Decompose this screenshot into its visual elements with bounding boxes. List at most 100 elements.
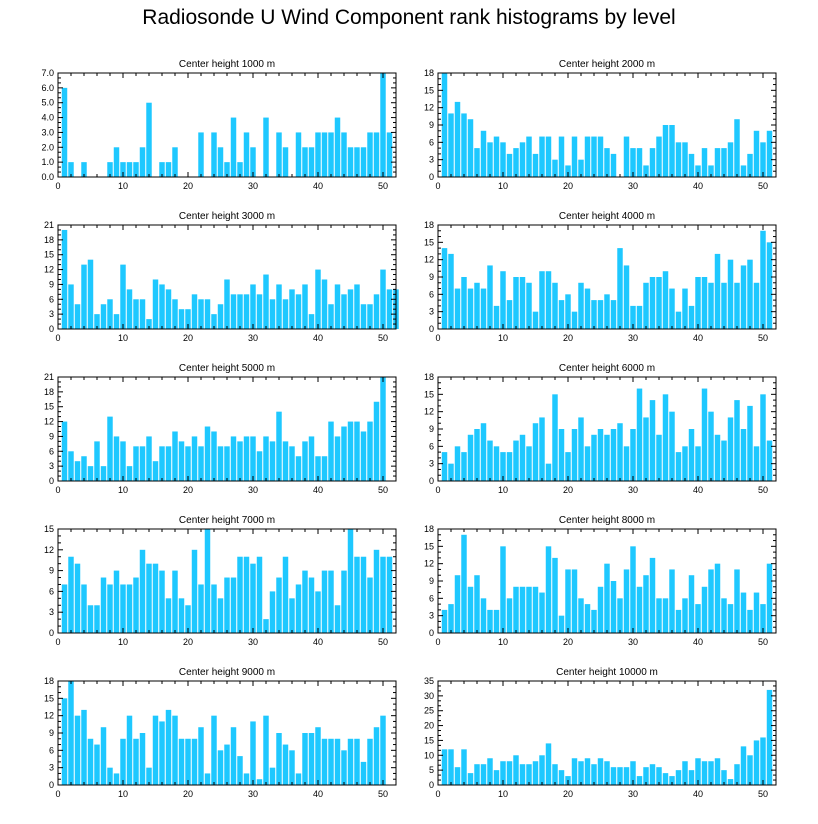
- bar: [643, 767, 649, 785]
- bar: [295, 132, 302, 177]
- bar: [334, 284, 341, 329]
- bar: [315, 591, 321, 633]
- bar: [721, 770, 727, 785]
- bar: [623, 767, 630, 785]
- x-tick-label: 40: [693, 637, 703, 647]
- bar: [584, 758, 591, 785]
- bar: [688, 770, 695, 785]
- y-tick-label: 12: [424, 559, 434, 569]
- bar: [354, 738, 360, 785]
- bar: [289, 289, 295, 329]
- y-tick-label: 5: [429, 765, 434, 775]
- bar: [474, 282, 480, 329]
- bar: [172, 431, 178, 481]
- bar: [347, 738, 354, 785]
- bar: [656, 136, 662, 177]
- bar: [578, 598, 584, 633]
- bar: [230, 436, 237, 481]
- bar: [630, 305, 636, 329]
- x-tick-label: 20: [183, 485, 193, 495]
- bar: [120, 738, 126, 785]
- x-tick-label: 50: [758, 637, 768, 647]
- bar: [610, 153, 617, 177]
- bar: [120, 162, 126, 177]
- bar: [373, 294, 380, 329]
- bar: [714, 563, 721, 633]
- bar: [159, 570, 165, 633]
- bar: [675, 770, 682, 785]
- bar: [487, 609, 493, 633]
- x-tick-label: 30: [248, 181, 258, 191]
- bar: [760, 230, 766, 329]
- bar: [669, 776, 675, 785]
- bar: [695, 277, 701, 329]
- bar: [545, 463, 552, 481]
- panel-title: Center height 6000 m: [559, 363, 655, 374]
- bar: [191, 549, 198, 633]
- bar: [526, 586, 532, 633]
- bar: [682, 761, 688, 785]
- bar: [61, 698, 68, 785]
- x-tick-label: 0: [55, 485, 60, 495]
- bar: [146, 102, 152, 177]
- x-tick-label: 40: [693, 333, 703, 343]
- bar: [269, 767, 276, 785]
- y-tick-label: 0.0: [41, 172, 54, 182]
- bar: [243, 436, 250, 481]
- bar: [334, 117, 341, 177]
- y-tick-label: 0: [49, 476, 54, 486]
- bar: [360, 304, 367, 329]
- y-tick-label: 21: [44, 220, 54, 230]
- bar: [662, 271, 669, 329]
- y-tick-label: 12: [424, 103, 434, 113]
- bar: [545, 743, 552, 785]
- bar: [545, 136, 552, 177]
- y-tick-label: 18: [424, 220, 434, 230]
- bar: [224, 162, 230, 177]
- bar: [500, 142, 506, 177]
- bar: [256, 294, 263, 329]
- bar: [545, 546, 552, 633]
- bar: [467, 586, 474, 633]
- bar: [649, 557, 656, 633]
- bar: [178, 738, 185, 785]
- bar: [740, 592, 747, 633]
- bar: [532, 423, 539, 481]
- y-tick-label: 18: [424, 372, 434, 382]
- panel-title: Center height 4000 m: [559, 211, 655, 222]
- bar: [558, 615, 565, 633]
- bar: [243, 556, 250, 633]
- bar: [454, 101, 461, 177]
- bar: [367, 132, 373, 177]
- x-tick-label: 10: [498, 333, 508, 343]
- bar: [643, 417, 649, 481]
- bar: [250, 436, 256, 481]
- panel-1: Center height 1000 m 0.0 1.0 2.0 3.0 4.0 5.0 6.…: [41, 59, 397, 191]
- bar: [282, 299, 289, 329]
- bar: [727, 259, 734, 329]
- bar: [198, 299, 204, 329]
- bar: [578, 417, 584, 481]
- bar: [519, 434, 526, 481]
- x-tick-label: 50: [758, 333, 768, 343]
- bar: [584, 288, 591, 329]
- bar: [545, 271, 552, 329]
- bar: [263, 436, 269, 481]
- bar: [669, 569, 675, 633]
- bar: [506, 300, 513, 329]
- bar: [461, 749, 467, 785]
- bar: [107, 584, 113, 633]
- y-tick-label: 3: [429, 155, 434, 165]
- bar: [386, 132, 393, 177]
- bar: [643, 575, 649, 633]
- bar: [224, 446, 230, 481]
- x-tick-label: 0: [55, 789, 60, 799]
- bar: [597, 136, 604, 177]
- y-tick-label: 6: [49, 294, 54, 304]
- x-tick-label: 0: [435, 485, 440, 495]
- bar: [591, 609, 597, 633]
- bar: [571, 136, 578, 177]
- bar: [139, 147, 146, 177]
- y-tick-label: 15: [44, 693, 54, 703]
